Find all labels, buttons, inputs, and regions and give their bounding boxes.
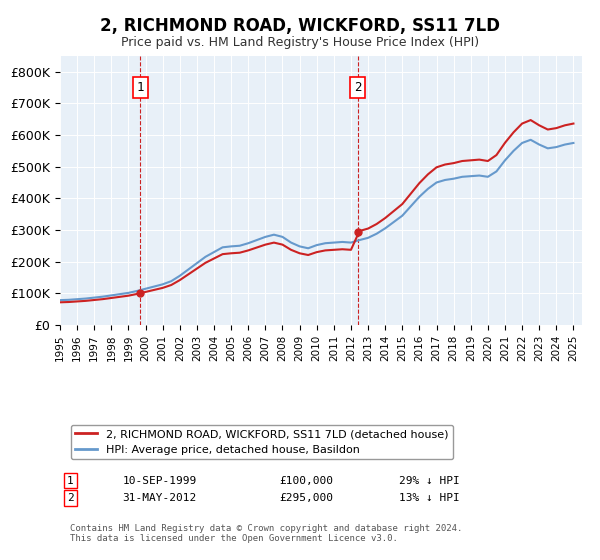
Text: 2, RICHMOND ROAD, WICKFORD, SS11 7LD: 2, RICHMOND ROAD, WICKFORD, SS11 7LD — [100, 17, 500, 35]
Text: £295,000: £295,000 — [279, 493, 333, 503]
Legend: 2, RICHMOND ROAD, WICKFORD, SS11 7LD (detached house), HPI: Average price, detac: 2, RICHMOND ROAD, WICKFORD, SS11 7LD (de… — [71, 424, 453, 459]
Text: £100,000: £100,000 — [279, 475, 333, 486]
Text: 13% ↓ HPI: 13% ↓ HPI — [400, 493, 460, 503]
Text: 10-SEP-1999: 10-SEP-1999 — [122, 475, 197, 486]
Text: 31-MAY-2012: 31-MAY-2012 — [122, 493, 197, 503]
Text: 29% ↓ HPI: 29% ↓ HPI — [400, 475, 460, 486]
Text: Contains HM Land Registry data © Crown copyright and database right 2024.
This d: Contains HM Land Registry data © Crown c… — [70, 524, 463, 543]
Text: 2: 2 — [354, 81, 362, 94]
Text: 2: 2 — [67, 493, 74, 503]
Text: Price paid vs. HM Land Registry's House Price Index (HPI): Price paid vs. HM Land Registry's House … — [121, 36, 479, 49]
Text: 1: 1 — [137, 81, 144, 94]
Text: 1: 1 — [67, 475, 74, 486]
